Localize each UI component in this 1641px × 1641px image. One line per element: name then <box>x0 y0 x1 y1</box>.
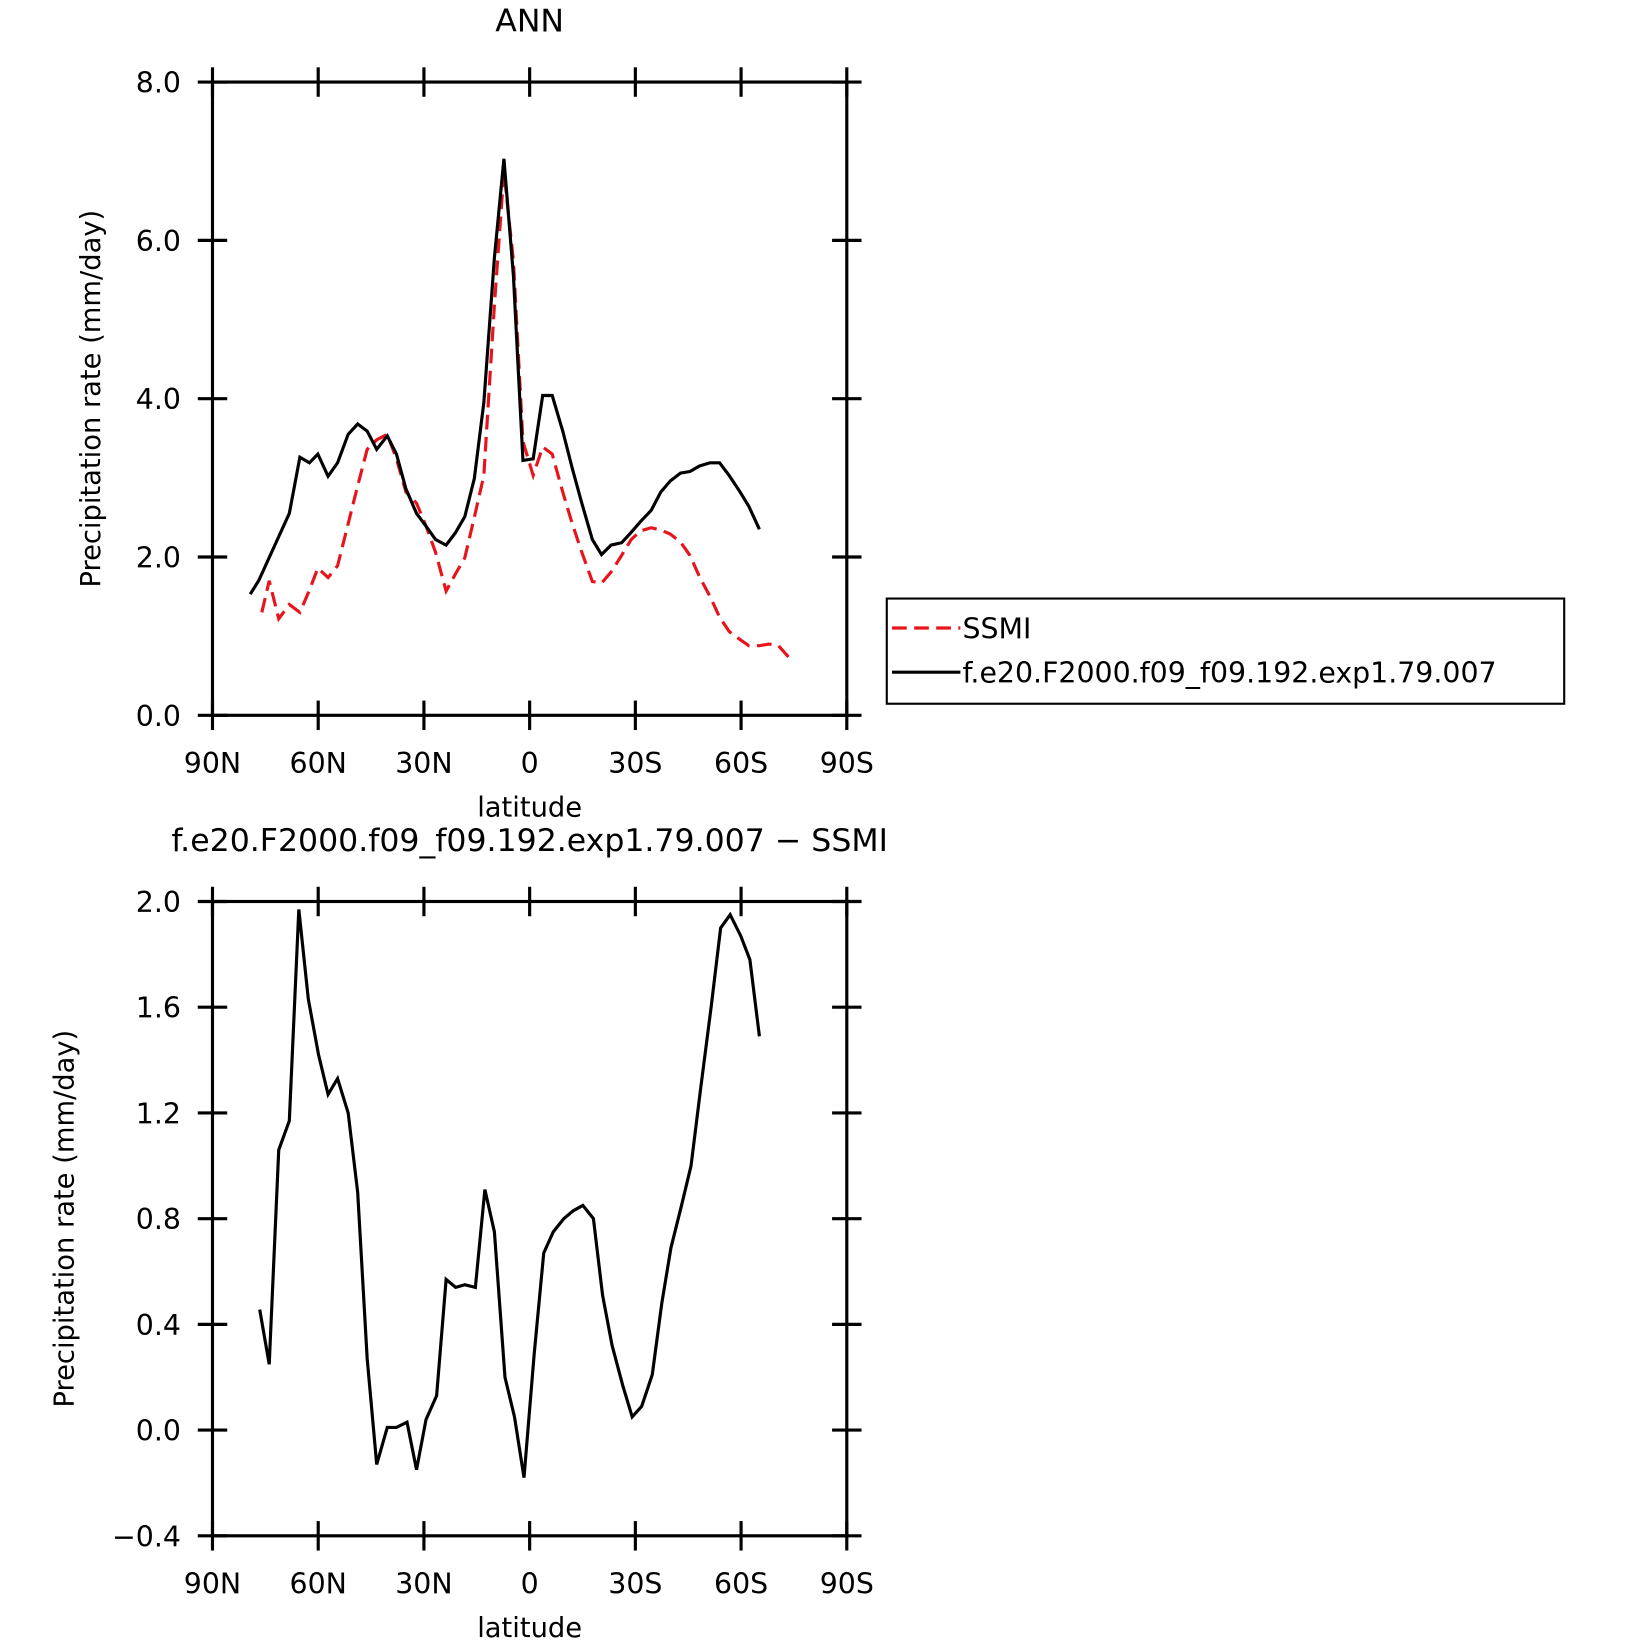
legend-label: f.e20.F2000.f09_f09.192.exp1.79.007 <box>963 657 1497 690</box>
x-tick-label: 30N <box>395 747 452 780</box>
y-tick-label: 6.0 <box>136 225 181 258</box>
x-tick-label: 0 <box>521 1568 539 1601</box>
y-tick-label: 1.2 <box>136 1097 181 1130</box>
y-tick-label: 1.6 <box>136 992 181 1025</box>
legend-box <box>885 597 1566 705</box>
x-tick-label: 90S <box>820 1568 874 1601</box>
y-tick-label: 4.0 <box>136 383 181 416</box>
x-tick-label: 60S <box>714 1568 768 1601</box>
y-tick-label: 0.0 <box>136 1415 181 1448</box>
y-axis-label: Precipitation rate (mm/day) <box>76 210 107 588</box>
chart-title: ANN <box>495 4 564 40</box>
x-tick-label: 60N <box>290 1568 347 1601</box>
x-tick-label: 90N <box>184 1568 241 1601</box>
y-tick-label: −0.4 <box>112 1520 181 1553</box>
y-tick-label: 2.0 <box>136 886 181 919</box>
x-tick-label: 30S <box>608 1568 662 1601</box>
x-tick-label: 60N <box>290 747 347 780</box>
x-tick-label: 90N <box>184 747 241 780</box>
x-axis-label: latitude <box>477 1613 582 1641</box>
legend-label: SSMI <box>963 613 1032 646</box>
x-tick-label: 60S <box>714 747 768 780</box>
y-tick-label: 0.8 <box>136 1203 181 1236</box>
x-tick-label: 90S <box>820 747 874 780</box>
y-tick-label: 0.0 <box>136 700 181 733</box>
x-axis-label: latitude <box>477 792 582 823</box>
x-tick-label: 30S <box>608 747 662 780</box>
y-axis-label: Precipitation rate (mm/day) <box>50 1030 81 1408</box>
data-line <box>258 909 761 1478</box>
x-tick-label: 30N <box>395 1568 452 1601</box>
plot-frame <box>210 899 849 1538</box>
plot-frame <box>210 80 849 717</box>
data-line <box>260 171 791 659</box>
y-tick-label: 8.0 <box>136 67 181 100</box>
y-tick-label: 0.4 <box>136 1309 181 1342</box>
data-line <box>248 158 761 596</box>
y-tick-label: 2.0 <box>136 542 181 575</box>
chart-title: f.e20.F2000.f09_f09.192.exp1.79.007 − SS… <box>171 823 888 859</box>
x-tick-label: 0 <box>521 747 539 780</box>
